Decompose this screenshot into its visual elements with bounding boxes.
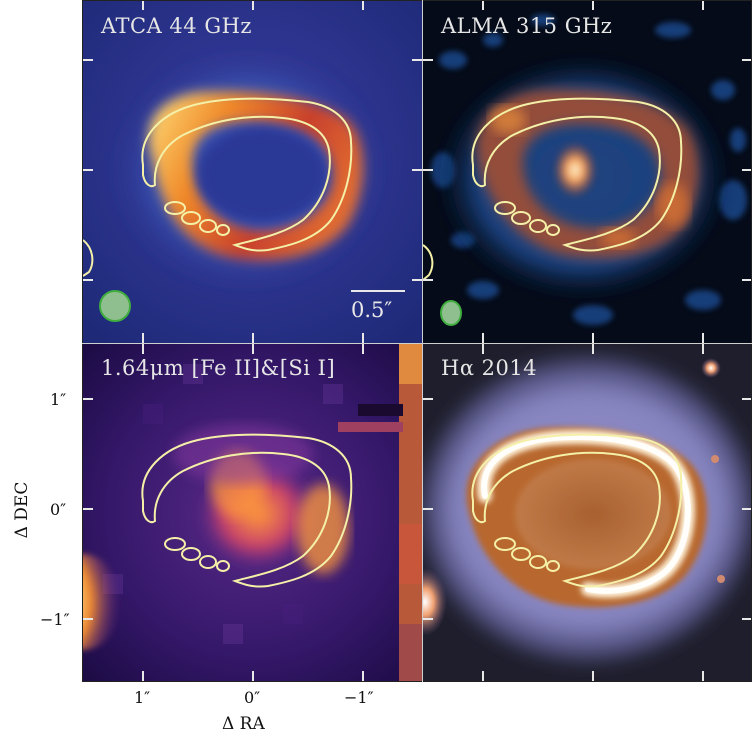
beam-ellipse-alma	[440, 300, 462, 326]
y-tick-0: 0″	[50, 500, 67, 519]
panel-fe: 1.64μm [Fe II]&[Si I]	[83, 344, 422, 681]
panel-alma: ALMA 315 GHz	[423, 0, 752, 343]
x-tick-1: 1″	[134, 688, 151, 707]
y-tick-neg1: −1″	[40, 610, 70, 629]
halpha-image	[423, 344, 752, 681]
x-axis-label: Δ RA	[222, 714, 265, 734]
fe-image	[83, 344, 422, 681]
panel-divider-vertical	[422, 0, 423, 682]
panel-halpha: Hα 2014	[423, 344, 752, 681]
panel-title-alma: ALMA 315 GHz	[441, 14, 613, 38]
x-tick-0: 0″	[244, 688, 261, 707]
star-top-right	[701, 358, 721, 378]
atca-image	[83, 0, 422, 343]
scale-bar-label: 0.5″	[351, 298, 393, 322]
panel-title-atca: ATCA 44 GHz	[101, 14, 252, 38]
beam-ellipse	[99, 290, 131, 322]
y-axis-label: Δ DEC	[12, 481, 32, 539]
panel-atca: ATCA 44 GHz 0.5″	[83, 0, 422, 343]
panel-divider-horizontal	[82, 343, 752, 344]
y-tick-1: 1″	[50, 390, 67, 409]
panel-title-halpha: Hα 2014	[441, 356, 538, 380]
alma-image	[423, 0, 752, 343]
panel-title-fe: 1.64μm [Fe II]&[Si I]	[101, 356, 336, 380]
x-tick-neg1: −1″	[344, 688, 374, 707]
